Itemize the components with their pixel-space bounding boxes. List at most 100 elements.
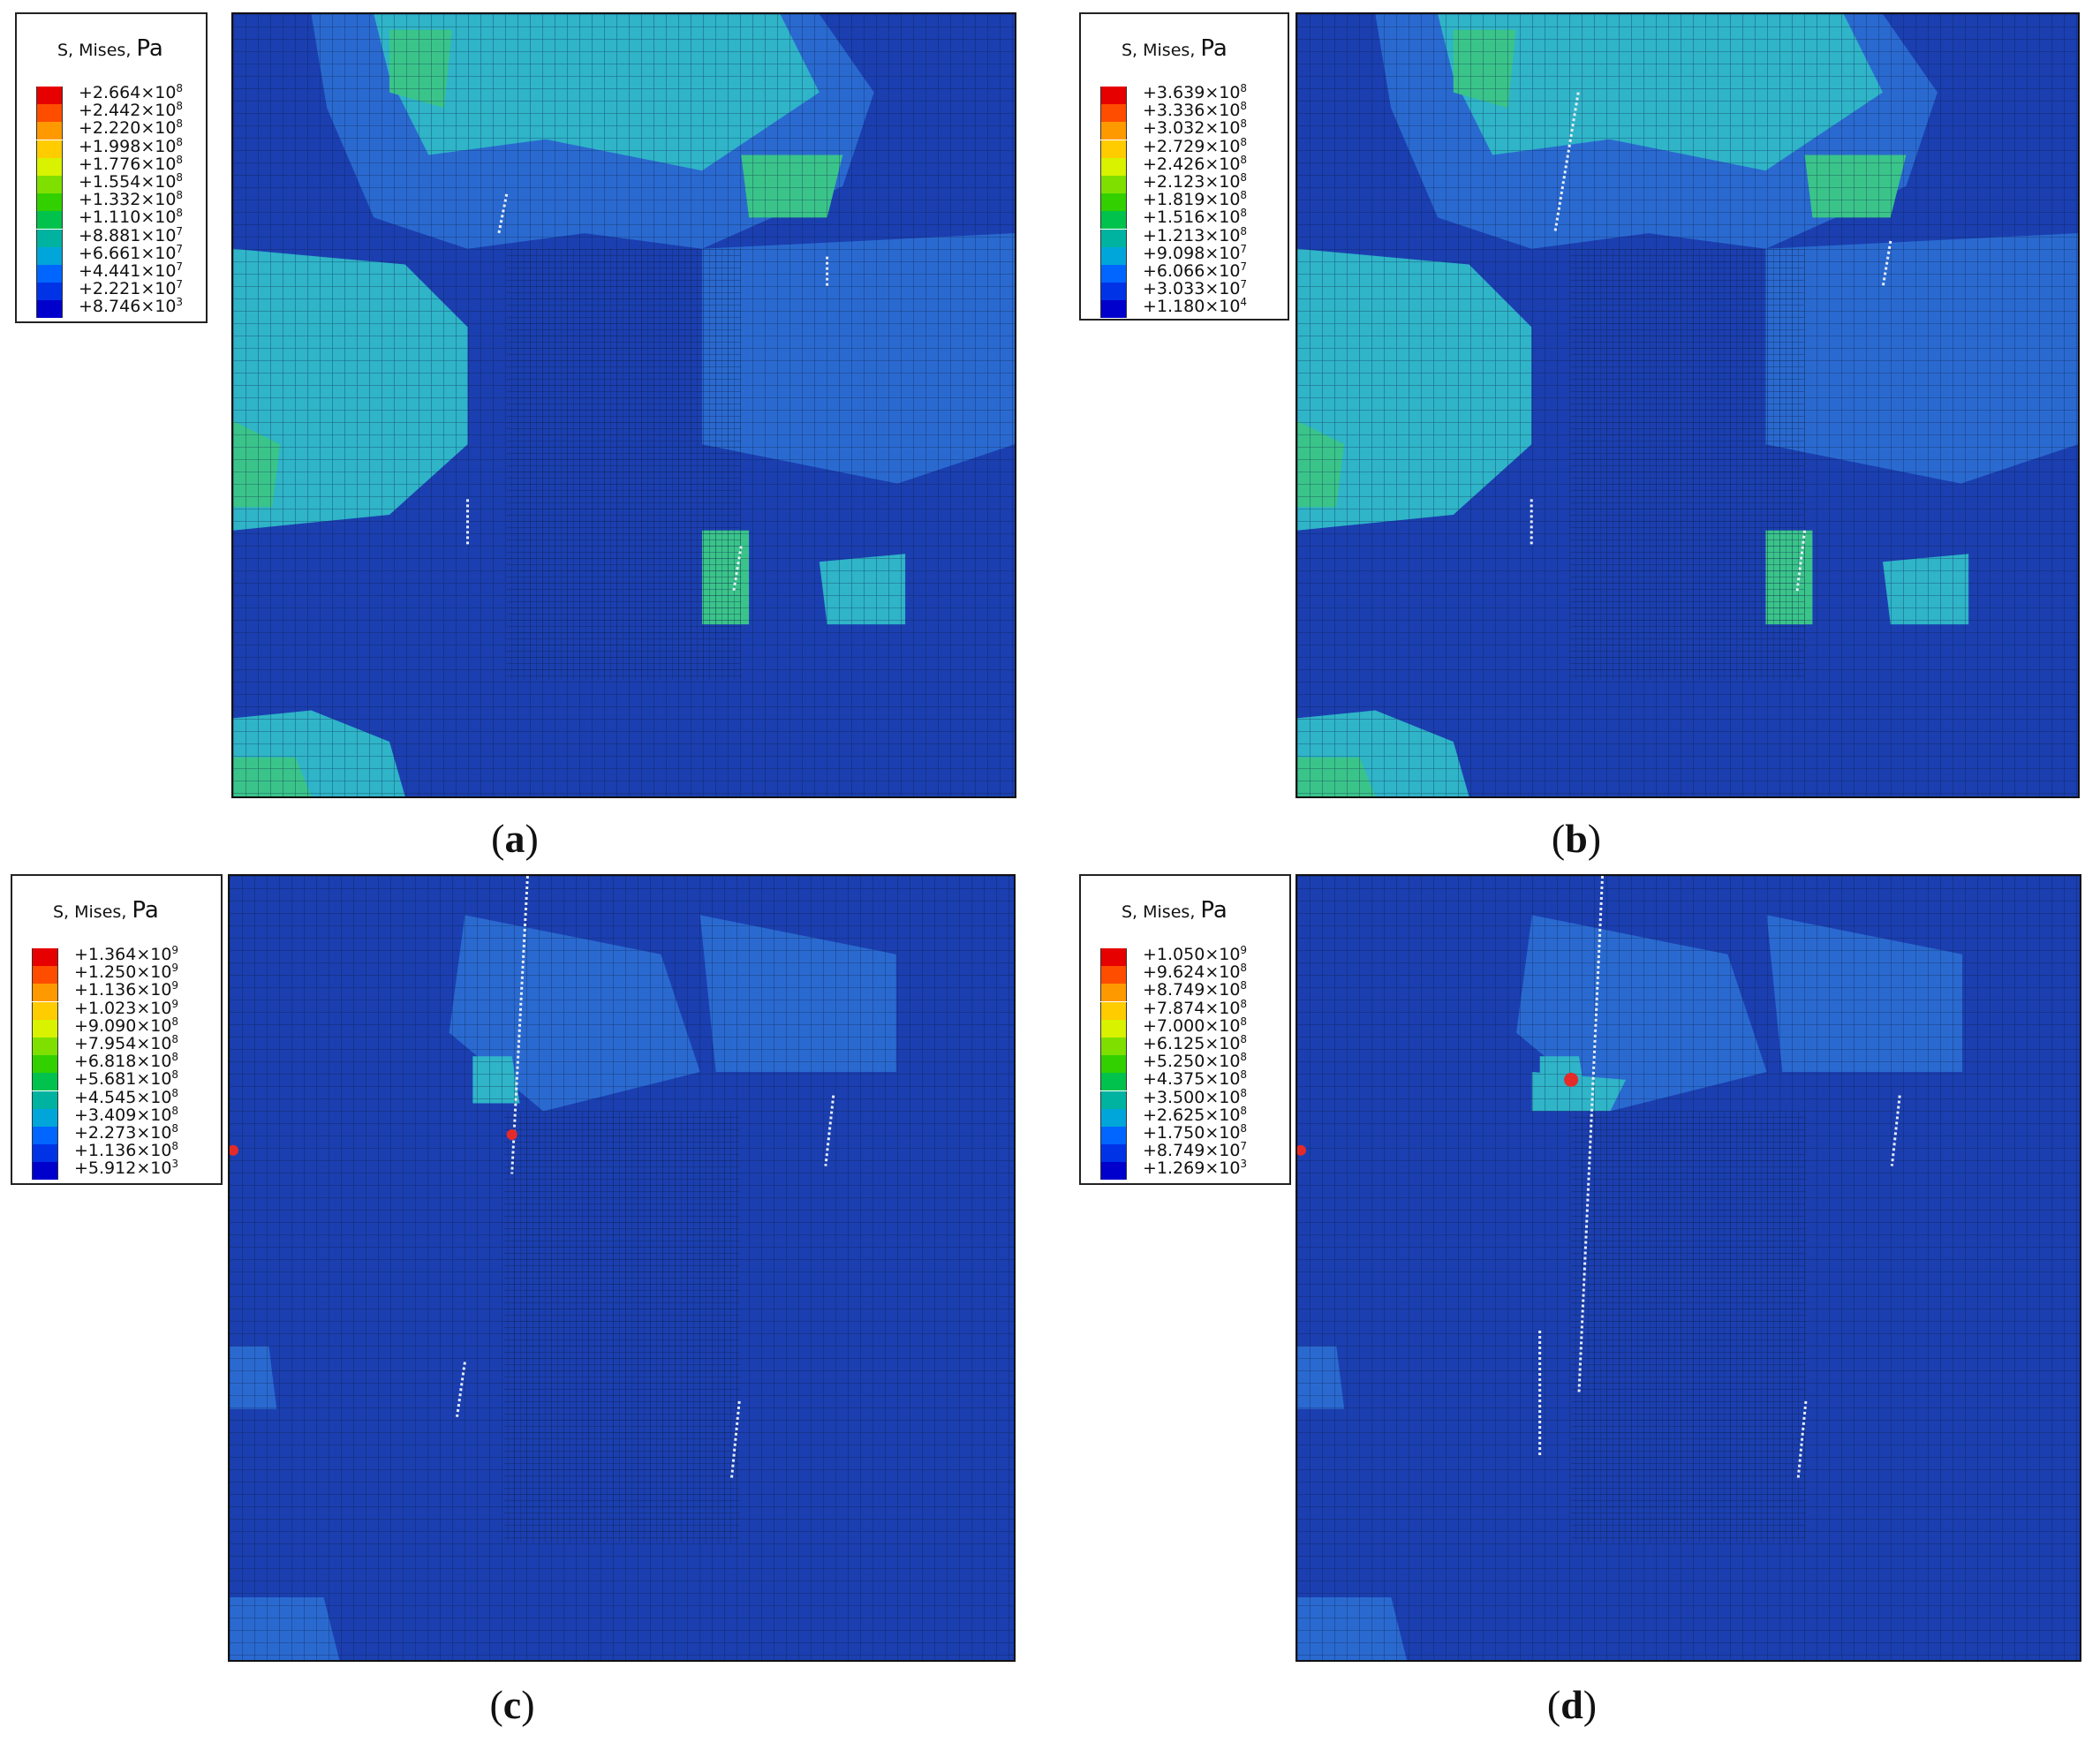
legend-tick-label: +2.123×108 [1143, 171, 1248, 192]
legend-swatch [32, 984, 58, 1002]
legend-swatch [32, 1038, 58, 1055]
legend-tick-label: +1.250×109 [74, 962, 179, 983]
legend-swatch [1100, 1038, 1127, 1055]
legend-tick-label: +2.664×108 [79, 82, 184, 102]
legend-swatch [32, 1108, 58, 1127]
legend-tick-label: +2.273×108 [74, 1122, 179, 1143]
legend-b: S, Mises, Pa +3.639×108 +3.336×108 +3.032×… [1079, 12, 1289, 321]
legend-swatch [36, 211, 63, 230]
legend-tick-label: +5.912×103 [74, 1158, 179, 1179]
legend-swatch [32, 1001, 58, 1020]
legend-swatch [1100, 1108, 1127, 1127]
legend-tick-label: +3.336×108 [1143, 100, 1248, 121]
legend-swatch [1100, 157, 1127, 176]
legend-tick-label: +6.818×108 [74, 1051, 179, 1072]
contour-plot-d [1296, 874, 2081, 1662]
legend-swatch [1100, 1019, 1127, 1038]
legend-tick-label: +2.221×107 [79, 278, 184, 299]
legend-tick-label: +5.250×108 [1143, 1051, 1248, 1072]
legend-swatch [1100, 229, 1127, 247]
stress-field-a [233, 14, 1015, 796]
legend-tick-label: +1.136×109 [74, 979, 179, 1000]
legend-tick-label: +1.776×108 [79, 153, 184, 174]
fine-mesh-overlay [1571, 1111, 1806, 1543]
legend-tick-label: +4.441×107 [79, 260, 184, 281]
legend-tick-label: +1.998×108 [79, 135, 184, 156]
legend-swatch [36, 265, 63, 283]
legend-swatch [1100, 176, 1127, 193]
legend-swatch [36, 176, 63, 193]
legend-title: S, Mises, Pa [53, 897, 159, 924]
legend-swatch [1100, 246, 1127, 265]
legend-swatch [1100, 1144, 1127, 1163]
legend-swatch [36, 157, 63, 176]
legend-tick-label: +1.750×108 [1143, 1122, 1248, 1143]
legend-swatch [36, 300, 63, 319]
legend-tick-label: +1.819×108 [1143, 189, 1248, 210]
caption-d: (d) [1546, 1682, 1598, 1727]
legend-swatch [36, 122, 63, 140]
legend-swatch [32, 1073, 58, 1091]
legend-swatch [1100, 265, 1127, 283]
contour-plot-c [228, 874, 1016, 1662]
legend-tick-label: +8.881×107 [79, 224, 184, 245]
legend-tick-label: +1.269×103 [1143, 1158, 1248, 1179]
legend-title: S, Mises, Pa [57, 35, 163, 62]
legend-tick-label: +3.639×108 [1143, 82, 1248, 102]
legend-swatch [1100, 1055, 1127, 1074]
stress-field-d [1297, 876, 2080, 1660]
legend-swatch [1100, 283, 1127, 301]
legend-tick-label: +6.125×108 [1143, 1033, 1248, 1053]
fine-mesh-overlay [1570, 248, 1805, 680]
legend-title: S, Mises, Pa [1122, 35, 1228, 62]
legend-swatch [36, 140, 63, 158]
crack-path [510, 876, 529, 1174]
legend-swatch [32, 1127, 58, 1144]
legend-swatch [36, 87, 63, 104]
legend-swatch [32, 1055, 58, 1074]
legend-tick-label: +1.364×109 [74, 944, 179, 964]
legend-tick-label: +2.426×108 [1143, 153, 1248, 174]
stress-field-b [1297, 14, 2078, 796]
legend-tick-label: +6.066×107 [1143, 260, 1248, 281]
legend-swatch [1100, 1073, 1127, 1091]
legend-tick-label: +3.409×108 [74, 1104, 179, 1125]
crack-path [731, 546, 743, 593]
legend-swatch [1100, 140, 1127, 158]
legend-tick-label: +3.500×108 [1143, 1086, 1248, 1107]
contour-plot-b [1296, 12, 2080, 798]
legend-swatch [1100, 193, 1127, 212]
stress-field-c [230, 876, 1014, 1660]
legend-swatch [36, 193, 63, 212]
legend-swatch [1100, 104, 1127, 123]
legend-tick-label: +9.090×108 [74, 1015, 179, 1036]
contour-plot-a [231, 12, 1016, 798]
legend-swatch [1100, 966, 1127, 985]
legend-swatch [32, 966, 58, 985]
legend-tick-label: +9.624×108 [1143, 962, 1248, 983]
legend-tick-label: +1.554×108 [79, 171, 184, 192]
legend-tick-label: +2.442×108 [79, 100, 184, 121]
legend-tick-label: +2.220×108 [79, 117, 184, 139]
legend-tick-label: +8.749×107 [1143, 1140, 1248, 1161]
legend-tick-label: +9.098×107 [1143, 242, 1248, 263]
load-point-marker [230, 1144, 238, 1156]
crack-path [824, 1095, 835, 1166]
legend-swatch [32, 1144, 58, 1163]
legend-swatch [36, 283, 63, 301]
crack-path [1577, 876, 1605, 1394]
legend-tick-label: +3.032×108 [1143, 117, 1248, 139]
legend-tick-label: +1.110×108 [79, 207, 184, 228]
legend-tick-label: +1.516×108 [1143, 207, 1248, 228]
legend-swatch [32, 1090, 58, 1109]
crack-path [497, 193, 509, 234]
crack-path [729, 1400, 741, 1480]
caption-a: (a) [491, 816, 539, 861]
legend-tick-label: +2.625×108 [1143, 1104, 1248, 1125]
legend-tick-label: +4.545×108 [74, 1086, 179, 1107]
legend-swatch [1100, 948, 1127, 966]
legend-swatch [1100, 1090, 1127, 1109]
crack-path [1553, 92, 1580, 234]
legend-tick-label: +1.332×108 [79, 189, 184, 210]
legend-swatch [1100, 984, 1127, 1002]
